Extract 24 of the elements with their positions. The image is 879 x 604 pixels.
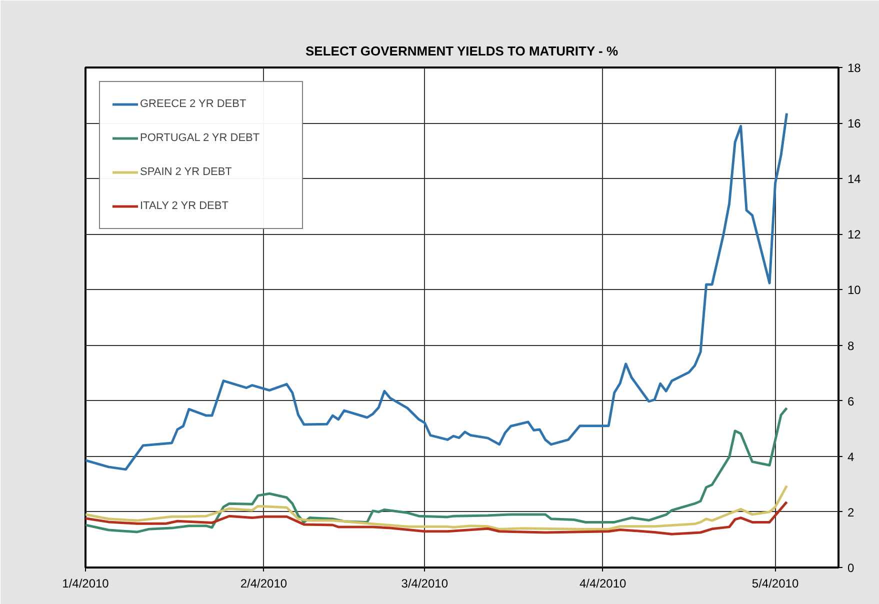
x-tick-label: 3/4/2010 — [401, 576, 448, 590]
y-tick-label: 4 — [848, 450, 854, 464]
line-series — [86, 484, 788, 530]
y-tick-label: 12 — [848, 228, 862, 242]
x-tick-label: 1/4/2010 — [62, 576, 110, 590]
y-tick-label: 18 — [848, 61, 862, 75]
line-series — [86, 406, 788, 534]
y-tick-label: 6 — [848, 394, 854, 408]
y-tick-label: 14 — [848, 172, 862, 186]
x-tick-label: 5/4/2010 — [752, 576, 799, 590]
line-series — [86, 500, 788, 536]
y-tick-label: 2 — [848, 505, 854, 520]
y-tick-label: 16 — [848, 116, 862, 131]
y-tick-label: 0 — [848, 561, 854, 575]
chart-title: SELECT GOVERNMENT YIELDS TO MATURITY - % — [306, 44, 618, 58]
y-tick-label: 8 — [848, 338, 854, 353]
legend-label: PORTUGAL 2 YR DEBT — [140, 132, 261, 144]
y-tick-label: 10 — [848, 283, 862, 298]
line-series — [86, 112, 788, 471]
legend-label: ITALY 2 YR DEBT — [140, 200, 230, 212]
x-tick-label: 4/4/2010 — [579, 576, 627, 590]
legend-label: GREECE 2 YR DEBT — [140, 98, 248, 110]
x-tick-label: 2/4/2010 — [240, 576, 288, 590]
legend-label: SPAIN 2 YR DEBT — [140, 166, 233, 178]
